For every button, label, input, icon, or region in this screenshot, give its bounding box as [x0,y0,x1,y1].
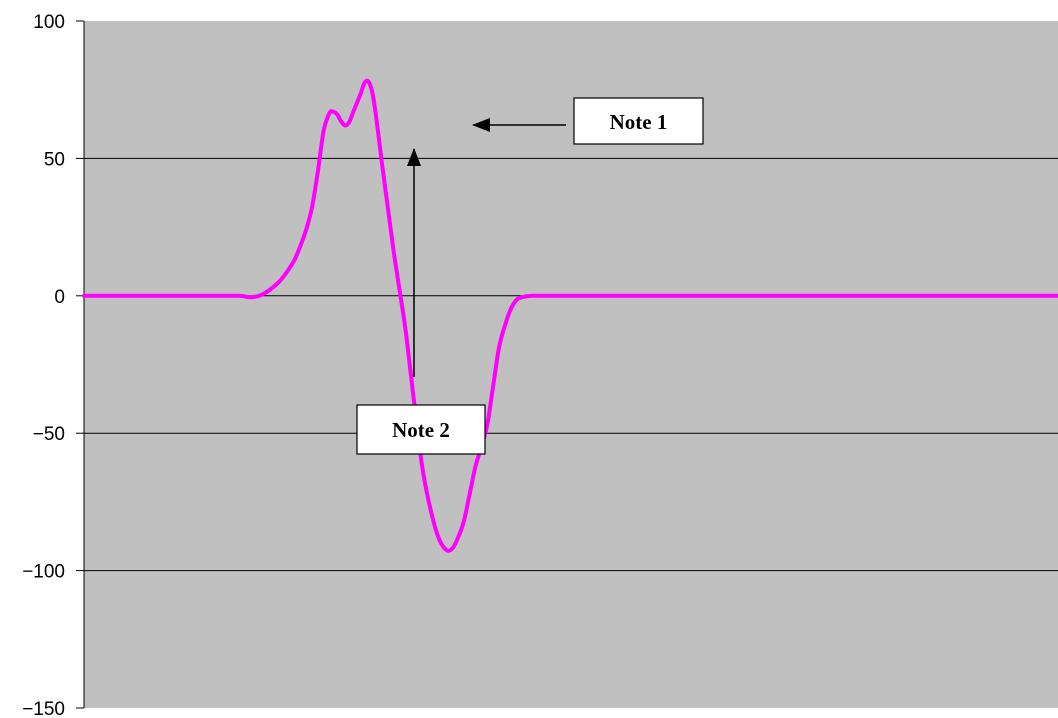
y-tick-label: 50 [44,149,65,170]
note-1-box [573,97,704,145]
series-group [82,78,1058,553]
y-tick-label: 100 [33,12,65,33]
series-line [82,78,1058,553]
note-2-box [356,404,486,455]
y-tick-label: −50 [33,424,65,445]
y-tick-label: −150 [22,699,65,718]
y-tick-labels: 100 50 0 −50 −100 −150 [22,12,65,718]
y-tick-label: 0 [54,287,65,308]
note-2-label: Note 2 [392,418,450,442]
y-axis [76,20,85,709]
note-1-label: Note 1 [610,110,668,134]
plot-area-background [84,21,1058,708]
annotations: Note 1 Note 2 [356,97,704,455]
y-tick-label: −100 [22,562,65,583]
